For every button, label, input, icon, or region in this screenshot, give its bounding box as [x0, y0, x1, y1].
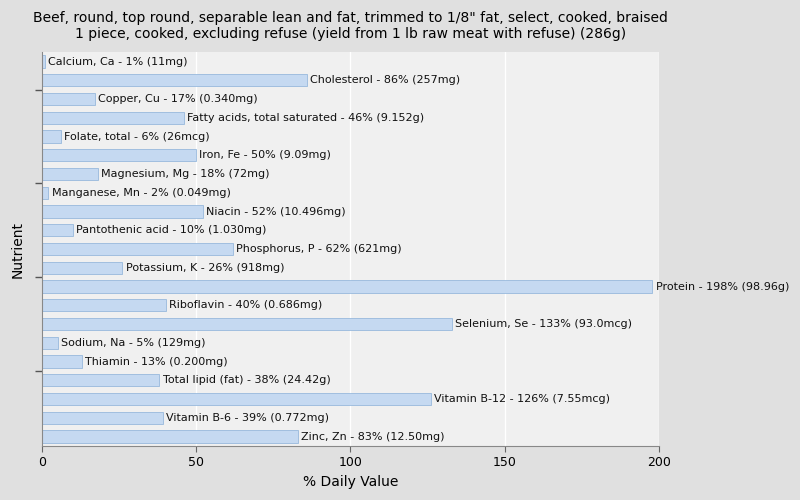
Bar: [42, 74, 307, 86]
Bar: [42, 299, 166, 312]
Text: Sodium, Na - 5% (129mg): Sodium, Na - 5% (129mg): [61, 338, 206, 348]
Text: Cholesterol - 86% (257mg): Cholesterol - 86% (257mg): [310, 76, 461, 86]
Bar: [42, 356, 82, 368]
Text: Copper, Cu - 17% (0.340mg): Copper, Cu - 17% (0.340mg): [98, 94, 258, 104]
Text: Zinc, Zn - 83% (12.50mg): Zinc, Zn - 83% (12.50mg): [301, 432, 445, 442]
Title: Beef, round, top round, separable lean and fat, trimmed to 1/8" fat, select, coo: Beef, round, top round, separable lean a…: [33, 11, 668, 42]
Bar: [42, 393, 430, 405]
Text: Protein - 198% (98.96g): Protein - 198% (98.96g): [655, 282, 789, 292]
Text: Folate, total - 6% (26mcg): Folate, total - 6% (26mcg): [64, 132, 210, 141]
Bar: [42, 336, 58, 349]
Bar: [42, 93, 94, 105]
Text: Calcium, Ca - 1% (11mg): Calcium, Ca - 1% (11mg): [49, 56, 188, 66]
Bar: [42, 206, 202, 218]
Bar: [42, 56, 46, 68]
X-axis label: % Daily Value: % Daily Value: [302, 475, 398, 489]
Text: Vitamin B-12 - 126% (7.55mcg): Vitamin B-12 - 126% (7.55mcg): [434, 394, 610, 404]
Bar: [42, 374, 159, 386]
Text: Potassium, K - 26% (918mg): Potassium, K - 26% (918mg): [126, 263, 284, 273]
Bar: [42, 168, 98, 180]
Text: Niacin - 52% (10.496mg): Niacin - 52% (10.496mg): [206, 206, 346, 216]
Bar: [42, 112, 184, 124]
Bar: [42, 318, 452, 330]
Text: Thiamin - 13% (0.200mg): Thiamin - 13% (0.200mg): [86, 356, 228, 366]
Bar: [42, 262, 122, 274]
Bar: [42, 149, 197, 162]
Bar: [42, 430, 298, 442]
Bar: [42, 224, 73, 236]
Text: Total lipid (fat) - 38% (24.42g): Total lipid (fat) - 38% (24.42g): [162, 376, 330, 386]
Text: Manganese, Mn - 2% (0.049mg): Manganese, Mn - 2% (0.049mg): [51, 188, 230, 198]
Text: Pantothenic acid - 10% (1.030mg): Pantothenic acid - 10% (1.030mg): [76, 226, 266, 235]
Bar: [42, 412, 162, 424]
Bar: [42, 130, 61, 142]
Text: Magnesium, Mg - 18% (72mg): Magnesium, Mg - 18% (72mg): [101, 169, 270, 179]
Text: Selenium, Se - 133% (93.0mcg): Selenium, Se - 133% (93.0mcg): [455, 319, 632, 329]
Text: Vitamin B-6 - 39% (0.772mg): Vitamin B-6 - 39% (0.772mg): [166, 413, 329, 423]
Bar: [42, 280, 653, 292]
Text: Iron, Fe - 50% (9.09mg): Iron, Fe - 50% (9.09mg): [199, 150, 331, 160]
Text: Fatty acids, total saturated - 46% (9.152g): Fatty acids, total saturated - 46% (9.15…: [187, 113, 424, 123]
Bar: [42, 243, 234, 255]
Text: Riboflavin - 40% (0.686mg): Riboflavin - 40% (0.686mg): [169, 300, 322, 310]
Y-axis label: Nutrient: Nutrient: [11, 220, 25, 278]
Text: Phosphorus, P - 62% (621mg): Phosphorus, P - 62% (621mg): [237, 244, 402, 254]
Bar: [42, 186, 49, 199]
